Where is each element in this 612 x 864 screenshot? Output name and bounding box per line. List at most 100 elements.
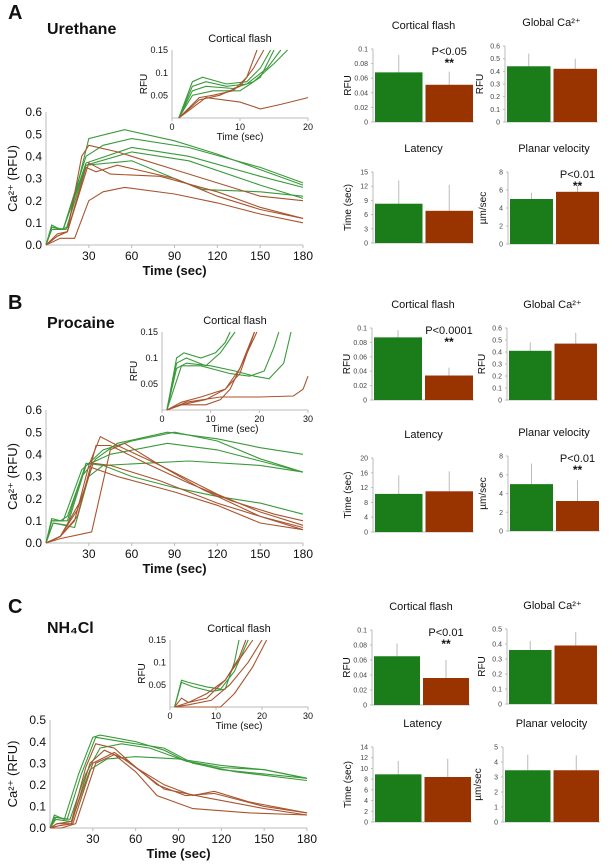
- y-tick-label: 2: [494, 790, 498, 797]
- bar-chart-latency: 0 4 8 12 16 20 Latency Time (sec): [343, 429, 474, 537]
- x-tick-label: 0: [167, 711, 172, 721]
- control-trace: [45, 462, 304, 544]
- bar-chart-title: Cortical flash: [391, 299, 455, 311]
- y-tick-label: 0.04: [353, 369, 367, 376]
- y-tick-label: 9: [364, 198, 368, 205]
- x-tick-label: 90: [168, 547, 182, 561]
- panel-letter: B: [8, 292, 22, 314]
- y-tick-label: 3: [364, 226, 368, 233]
- y-tick-label: 0.6: [25, 105, 42, 119]
- drug-name: Procaine: [47, 315, 115, 332]
- treated-bar: [556, 501, 599, 531]
- x-tick-label: 0: [159, 414, 164, 424]
- y-tick-label: 0.06: [353, 354, 367, 361]
- y-tick-label: 0.3: [25, 470, 42, 484]
- y-tick-label: 0.02: [353, 383, 367, 390]
- y-tick-label: 0.0: [25, 238, 42, 252]
- y-tick-label: 0.02: [354, 105, 368, 112]
- y-tick-label: 4: [494, 760, 498, 767]
- treated-trace: [49, 749, 308, 829]
- y-tick-label: 0: [499, 529, 503, 536]
- x-tick-label: 180: [293, 249, 313, 263]
- inset-title: Cortical flash: [208, 33, 272, 45]
- p-value-label: P<0.05: [432, 46, 467, 58]
- treated-bar: [425, 491, 473, 532]
- y-tick-label: 0.05: [140, 379, 158, 389]
- panel-letter: C: [8, 596, 22, 618]
- y-axis-label: µm/sec: [478, 192, 489, 224]
- p-value-label: P<0.01: [560, 169, 595, 181]
- treated-trace: [174, 639, 247, 708]
- significance-stars: **: [444, 335, 454, 349]
- y-tick-label: 0: [494, 820, 498, 827]
- y-tick-label: 0.4: [490, 69, 500, 76]
- x-tick-label: 180: [297, 832, 317, 846]
- y-tick-label: 0.1: [357, 326, 367, 333]
- y-tick-label: 12: [360, 755, 368, 762]
- treated-bar: [554, 645, 597, 704]
- x-tick-label: 30: [82, 547, 96, 561]
- x-axis-label: Time (sec): [146, 846, 210, 861]
- treated-trace: [178, 49, 258, 119]
- bar-chart-title: Cortical flash: [392, 20, 456, 32]
- inset-chart: 0 10 20 30 0.05 0.1 0.15 Time (sec) RFU Cortical …: [137, 623, 313, 732]
- bar-chart-latency: 0 3 6 9 12 15 Latency Time (sec): [343, 143, 474, 248]
- p-value-label: P<0.01: [428, 627, 463, 639]
- y-tick-label: 4: [364, 515, 368, 522]
- treated-trace: [174, 639, 263, 708]
- y-tick-label: 0.1: [25, 514, 42, 528]
- y-axis-label: Time (sec): [343, 472, 354, 519]
- x-tick-label: 120: [207, 547, 227, 561]
- y-axis-label: Time (sec): [343, 184, 354, 231]
- y-tick-label: 0.15: [148, 635, 166, 645]
- control-bar: [375, 493, 423, 532]
- inset-title: Cortical flash: [207, 623, 271, 635]
- y-tick-label: 0: [364, 820, 368, 827]
- y-tick-label: 0.4: [29, 735, 46, 749]
- x-tick-label: 90: [168, 249, 182, 263]
- treated-trace: [174, 639, 268, 708]
- inset-title: Cortical flash: [203, 315, 267, 327]
- y-tick-label: 0.1: [358, 47, 368, 54]
- treated-trace: [45, 162, 304, 246]
- y-axis-label: RFU: [477, 354, 488, 375]
- treated-bar: [556, 191, 599, 244]
- bar-chart-global-ca: 0 0.1 0.2 0.3 0.4 0.5 0.6 Global Ca²⁺ RFU: [477, 299, 598, 405]
- y-tick-label: 12: [360, 184, 368, 191]
- control-trace: [178, 49, 288, 119]
- y-tick-label: 0: [498, 398, 502, 405]
- control-bar: [374, 656, 420, 705]
- y-tick-label: 0.2: [25, 492, 42, 506]
- y-tick-label: 10: [360, 766, 368, 773]
- y-tick-label: 8: [364, 500, 368, 507]
- y-tick-label: 8: [499, 454, 503, 461]
- y-axis-label: Ca²⁺ (RFU): [5, 741, 20, 808]
- y-tick-label: 0.3: [490, 82, 500, 89]
- treated-bar: [424, 777, 471, 822]
- main-chart: 30 60 90 120 150 180 0.0 0.1 0.2 0.3 0.4 0.5 0.6 Time…: [5, 105, 313, 278]
- y-tick-label: 16: [360, 470, 368, 477]
- y-tick-label: 0.04: [354, 90, 368, 97]
- bar-chart-title: Planar velocity: [516, 718, 588, 730]
- control-bar: [375, 203, 423, 243]
- y-tick-label: 14: [360, 745, 368, 752]
- y-axis-label: RFU: [477, 656, 488, 677]
- bar-chart-title: Cortical flash: [389, 601, 453, 613]
- treated-bar: [554, 343, 597, 400]
- control-trace: [45, 151, 304, 246]
- bar-chart-title: Global Ca²⁺: [523, 299, 582, 311]
- treated-bar: [425, 210, 473, 243]
- y-tick-label: 0: [364, 530, 368, 537]
- y-tick-label: 4: [499, 491, 503, 498]
- x-tick-label: 60: [125, 547, 139, 561]
- treated-trace: [45, 144, 304, 246]
- control-bar: [509, 650, 552, 704]
- x-tick-label: 10: [235, 122, 245, 132]
- y-axis-label: µm/sec: [478, 477, 489, 509]
- control-trace: [174, 639, 249, 708]
- y-tick-label: 0.3: [492, 362, 502, 369]
- y-tick-label: 0: [363, 398, 367, 405]
- y-tick-label: 6: [499, 472, 503, 479]
- x-tick-label: 60: [125, 249, 139, 263]
- y-axis-label: RFU: [137, 663, 148, 684]
